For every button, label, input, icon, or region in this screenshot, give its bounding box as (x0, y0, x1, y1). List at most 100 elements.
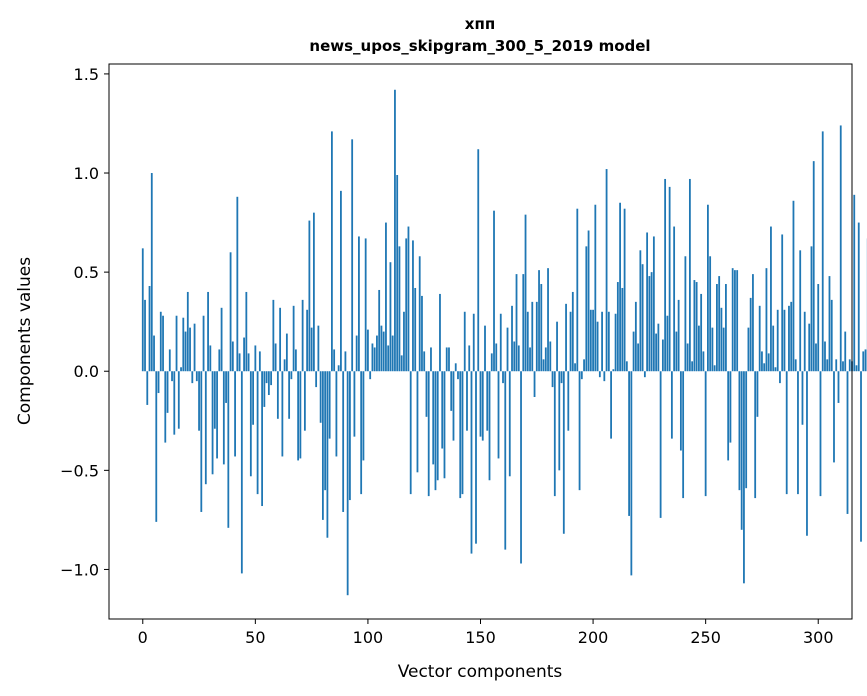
bar (396, 175, 399, 372)
bar (661, 339, 664, 372)
bar (328, 371, 331, 439)
bar (333, 349, 336, 372)
bar (200, 371, 203, 512)
bar (634, 301, 637, 372)
bar (400, 355, 403, 372)
bar (727, 371, 730, 461)
bar (630, 371, 633, 576)
bar (389, 262, 392, 372)
bar (682, 371, 685, 499)
bar (290, 371, 293, 380)
bar (659, 371, 662, 518)
bar (159, 311, 162, 372)
bar (603, 371, 606, 382)
bar (371, 343, 374, 372)
bar (607, 311, 610, 372)
bar (497, 371, 500, 459)
y-tick-label: 1.5 (74, 65, 99, 84)
bar (288, 371, 291, 419)
bar (855, 365, 858, 372)
bar (704, 371, 707, 497)
bar (700, 293, 703, 372)
bar (743, 371, 745, 584)
bar (670, 371, 673, 439)
bar (716, 284, 718, 372)
bar (171, 371, 173, 382)
bar (576, 208, 579, 372)
bar (261, 371, 263, 507)
bar (720, 307, 723, 372)
bar (772, 325, 775, 372)
bar (765, 268, 768, 372)
bar (819, 371, 822, 497)
bar (403, 311, 405, 372)
bar (592, 309, 594, 372)
bar (549, 341, 552, 372)
x-axis-label: Vector components (398, 662, 563, 682)
bar (803, 311, 806, 372)
bar (585, 246, 588, 372)
bar (227, 371, 230, 528)
bar (542, 359, 545, 372)
bar (353, 371, 356, 437)
bar (788, 305, 790, 372)
bar (506, 327, 509, 372)
bar (459, 371, 462, 499)
bar (860, 371, 862, 542)
bar (824, 341, 826, 372)
bar (601, 311, 603, 372)
bar (547, 268, 549, 372)
bar (806, 371, 808, 536)
bar (283, 359, 286, 372)
bar (774, 367, 777, 372)
bar (312, 212, 315, 372)
bar (589, 309, 592, 372)
bar (821, 131, 824, 372)
bar (493, 210, 495, 372)
bar (303, 371, 306, 431)
bar (792, 200, 795, 372)
bar (621, 287, 624, 372)
bar (263, 371, 266, 407)
bar (641, 264, 644, 372)
bar (664, 178, 667, 372)
bar (848, 359, 851, 372)
bar (301, 299, 304, 372)
bar (362, 371, 365, 461)
bar (391, 335, 394, 372)
bar (364, 238, 367, 372)
bar (520, 371, 522, 564)
bar (454, 363, 457, 372)
bar (761, 351, 763, 372)
bar (596, 321, 599, 372)
bar (574, 363, 576, 372)
bar (247, 353, 250, 372)
bar (335, 371, 338, 457)
bar (605, 169, 608, 372)
bar (643, 371, 646, 378)
bar (407, 226, 410, 372)
bar (249, 371, 252, 477)
bar (553, 371, 556, 497)
bar (511, 305, 513, 372)
bar (173, 371, 176, 435)
bar (853, 194, 856, 372)
bar (477, 149, 480, 372)
bar (770, 226, 772, 372)
bar (612, 369, 615, 372)
bar (378, 289, 381, 372)
bar (731, 268, 734, 372)
bar (193, 323, 196, 372)
bar (668, 186, 671, 372)
bar (776, 309, 779, 372)
bar (846, 371, 849, 514)
bar (812, 161, 815, 372)
bar (785, 371, 788, 495)
bar (211, 371, 214, 475)
bar (569, 311, 572, 372)
bar (797, 371, 799, 495)
bar (560, 371, 563, 384)
bar (675, 331, 678, 372)
bar (398, 246, 401, 372)
bar (781, 234, 784, 372)
